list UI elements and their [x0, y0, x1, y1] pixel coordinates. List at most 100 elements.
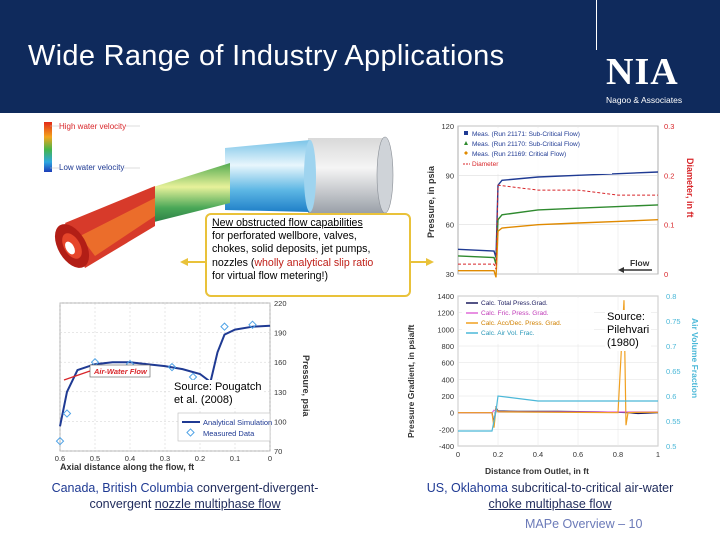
left-chart-xlabel: Axial distance along the flow, ft: [60, 462, 194, 472]
legend-marker-measured: [186, 428, 195, 437]
left-x-tick: 0.2: [195, 454, 205, 463]
legend-total: Calc. Total Press.Grad.: [481, 300, 548, 307]
right-top-ylabel: Pressure, in psia: [426, 165, 436, 238]
right-bottom-xlabel: Distance from Outlet, in ft: [485, 466, 589, 476]
left-source-line-2: et al. (2008): [174, 394, 233, 406]
right-source-line-2: Pilehvari: [607, 324, 650, 336]
left-y-tick: 70: [274, 447, 282, 456]
measured-data-point: [188, 372, 198, 382]
measured-data-point: [167, 362, 177, 372]
rb-y2-tick: 0.5: [666, 442, 676, 451]
right-bottom-chart: 1400 1200 1000 800 600 400 200 0 -200 -400 0.8 0.75…: [400, 288, 700, 478]
legend-marker-21170: [464, 141, 468, 145]
rb-y-tick: 600: [441, 359, 454, 368]
left-x-tick: 0.6: [55, 454, 65, 463]
company-logo: NIA Nagoo & Associates: [596, 0, 720, 113]
callout-line-4-red: wholly analytical slip ratio: [254, 256, 374, 269]
legend-measured: Measured Data: [203, 429, 255, 438]
left-chart-legend-box: [177, 412, 271, 442]
measured-data-point: [62, 409, 72, 418]
legend-run-21170: Meas. (Run 21170: Sub-Critical Flow): [472, 141, 580, 148]
right-top-y2label: Diameter, in ft: [685, 158, 695, 218]
rb-y2-tick: 0.65: [666, 367, 681, 376]
slide-header: Wide Range of Industry Applications NIA …: [0, 0, 720, 113]
logo-mark: NIA: [606, 51, 679, 93]
slide-title: Wide Range of Industry Applications: [28, 40, 505, 72]
air-vol-frac-line: [458, 395, 658, 432]
rb-y-tick: 200: [441, 392, 454, 401]
nozzle-cfd-image: High water velocity Low water velocity: [40, 118, 400, 293]
right-caption: US, Oklahoma subcritical-to-critical air…: [385, 480, 715, 512]
air-water-flow-label: Air-Water Flow: [93, 367, 148, 376]
legend-run-21171: Meas. (Run 21171: Sub-Critical Flow): [472, 131, 580, 138]
right-source-line-1: Source:: [607, 311, 645, 323]
legend-diameter: Diameter: [472, 161, 499, 168]
rb-y-tick: 1200: [437, 309, 454, 318]
left-y-tick: 160: [274, 358, 287, 367]
callout-line-4: nozzles (wholly analytical slip ratio: [212, 257, 404, 270]
left-x-tick: 0.3: [160, 454, 170, 463]
rb-y-tick: 0: [450, 409, 454, 418]
left-source: Source: Pougatch et al. (2008): [172, 380, 264, 408]
legend-analytical: Analytical Simulation: [203, 418, 272, 427]
logo-subtitle: Nagoo & Associates: [606, 95, 683, 105]
rb-x-tick: 0.6: [573, 450, 583, 459]
flow-label: Flow: [630, 258, 650, 268]
right-top-chart: 120 90 60 30 0.3 0.2 0.1 0 Pressure, in psia Di…: [420, 118, 695, 288]
rb-y2-tick: 0.55: [666, 417, 681, 426]
rt-y-tick: 90: [446, 171, 454, 180]
rt-y2-tick: 0.3: [664, 122, 674, 131]
left-y-tick: 100: [274, 417, 287, 426]
right-bottom-ylabel: Pressure Gradient, in psia/ft: [406, 324, 416, 438]
left-caption-line-2: convergent nozzle multiphase flow: [5, 496, 365, 512]
rb-y-tick: 400: [441, 375, 454, 384]
left-source-line-1: Source: Pougatch: [174, 381, 262, 393]
callout-line-2: for perforated wellbore, valves,: [212, 230, 357, 243]
left-chart-ylabel: Pressure, psia: [301, 355, 310, 418]
rt-y-tick: 30: [446, 270, 454, 279]
right-caption-line-1: US, Oklahoma subcritical-to-critical air…: [385, 480, 715, 496]
rt-y2-tick: 0: [664, 270, 668, 279]
rt-y2-tick: 0.2: [664, 171, 674, 180]
left-caption-desc-2: convergent: [89, 497, 155, 511]
legend-run-21169: Meas. (Run 21169: Critical Flow): [472, 151, 566, 158]
left-caption-location: Canada, British Columbia: [51, 481, 194, 495]
left-x-tick: 0.5: [90, 454, 100, 463]
measured-data-point: [248, 320, 257, 329]
callout-line-1: New obstructed flow capabilities: [212, 217, 363, 229]
rb-y-tick: -200: [439, 425, 454, 434]
obstructed-flow-callout: New obstructed flow capabilities for per…: [205, 213, 411, 297]
analytical-simulation-line: [59, 324, 271, 427]
callout-line-3: chokes, solid deposits, jet pumps,: [212, 243, 371, 256]
rt-y-tick: 60: [446, 221, 454, 230]
right-caption-location: US, Oklahoma: [426, 481, 508, 495]
left-x-tick: 0: [268, 454, 272, 463]
logo-divider: [596, 0, 597, 50]
legend-acc: Calc. Acc/Dec. Press. Grad.: [481, 320, 562, 327]
rb-y-tick: -400: [439, 442, 454, 451]
left-x-tick: 0.1: [230, 454, 240, 463]
measured-data-point: [55, 436, 65, 446]
left-caption: Canada, British Columbia convergent-dive…: [5, 480, 365, 512]
rb-y2-tick: 0.7: [666, 342, 676, 351]
left-y-tick: 190: [274, 329, 287, 338]
legend-fric: Calc. Fric. Press. Grad.: [481, 310, 549, 317]
air-water-arrow: [63, 370, 91, 381]
rb-x-tick: 0.2: [493, 450, 503, 459]
rb-y-tick: 1400: [437, 292, 454, 301]
right-caption-line-2: choke multiphase flow: [488, 497, 612, 511]
rb-y-tick: 800: [441, 342, 454, 351]
velocity-color-scale: [44, 122, 52, 172]
high-velocity-label: High water velocity: [59, 122, 127, 131]
slide-footer: MAPe Overview – 10: [525, 517, 643, 531]
right-source: Source: Pilehvari (1980): [605, 310, 652, 351]
left-y-tick: 220: [274, 299, 287, 308]
legend-marker-21169: [464, 151, 468, 155]
measured-data-point: [90, 357, 100, 367]
rb-y2-tick: 0.75: [666, 317, 681, 326]
rt-series-line-2: [458, 219, 659, 278]
rb-x-tick: 1: [656, 450, 660, 459]
left-x-tick: 0.4: [125, 454, 135, 463]
rb-x-tick: 0: [456, 450, 460, 459]
rb-y-tick: 1000: [437, 325, 454, 334]
